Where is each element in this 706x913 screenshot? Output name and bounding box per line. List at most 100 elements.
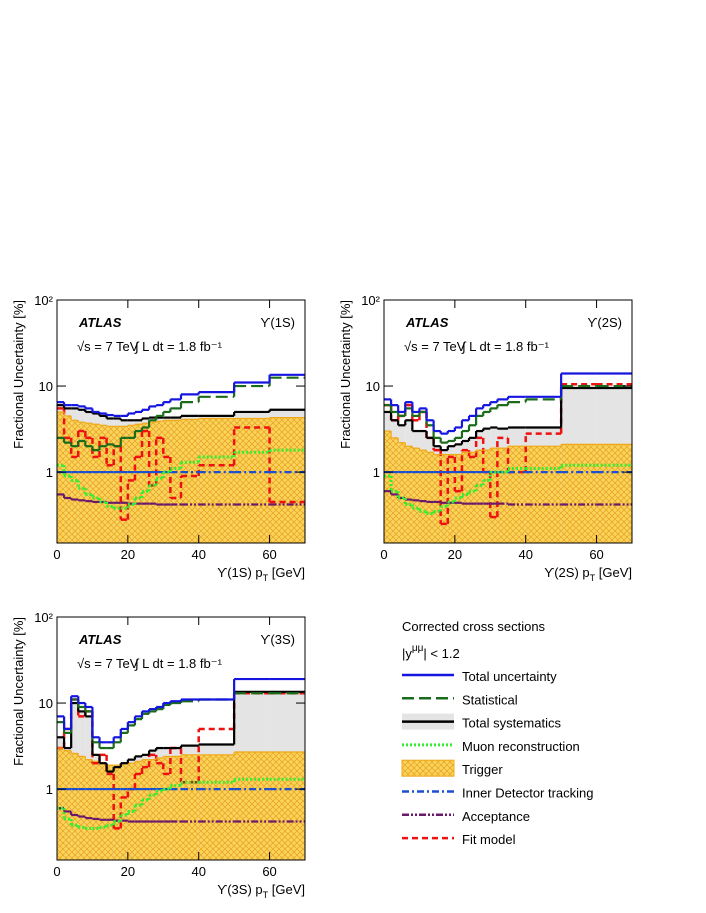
trigger-fill (113, 426, 121, 543)
y-tick-label: 10 (39, 696, 53, 711)
trigger-fill (163, 756, 171, 860)
trigger-fill (561, 444, 597, 543)
trigger-fill (134, 424, 143, 543)
lumi-label: ∫ L dt = 1.8 fb⁻¹ (134, 656, 223, 671)
plot-frame (56, 299, 306, 544)
legend-label: Acceptance (462, 809, 530, 824)
trigger-fill (454, 454, 462, 543)
x-tick-label: 0 (53, 864, 60, 879)
trigger-fill (170, 420, 181, 543)
trigger-fill (269, 751, 305, 860)
trigger-fill (181, 754, 199, 860)
trigger-fill (234, 418, 270, 543)
y-tick-label: 10 (39, 379, 53, 394)
trigger-fill (440, 454, 448, 543)
y-tick-label: 10² (361, 293, 380, 308)
y-tick-label: 1 (373, 465, 380, 480)
legend-label: Inner Detector tracking (462, 786, 594, 801)
legend-label: Fit model (462, 832, 516, 847)
trigger-fill (106, 426, 114, 543)
legend-label: Statistical (462, 692, 518, 707)
trigger-fill (447, 454, 455, 543)
y-tick-label: 1 (46, 465, 53, 480)
y-tick-label: 10² (34, 293, 53, 308)
y-tick-label: 10² (34, 610, 53, 625)
x-label-unit: [GeV] (595, 565, 632, 580)
trigger-fill (92, 761, 100, 860)
trigger-fill (198, 754, 235, 860)
trigger-fill (127, 425, 135, 543)
trigger-fill (483, 450, 491, 543)
trigger-fill (142, 759, 150, 860)
legend-note: |yμμ| < 1.2 (402, 643, 460, 661)
y-tick-label: 1 (46, 782, 53, 797)
trigger-fill (142, 423, 150, 543)
trigger-fill (99, 425, 107, 543)
trigger-fill (156, 757, 164, 860)
trigger-fill (85, 759, 93, 860)
x-label-sub: T (263, 573, 269, 583)
trigger-fill (113, 765, 121, 860)
x-label-text: ϒ(1S) p (217, 565, 262, 580)
note-sup: μμ (412, 643, 424, 654)
trigger-fill (134, 761, 143, 860)
lumi-label: ∫ L dt = 1.8 fb⁻¹ (134, 339, 223, 354)
state-label: ϒ(1S) (260, 315, 295, 330)
state-label: ϒ(2S) (587, 315, 622, 330)
x-tick-label: 0 (53, 547, 60, 562)
trigger-fill (405, 446, 413, 543)
trigger-fill (85, 423, 93, 543)
trigger-fill (149, 759, 157, 860)
x-label-unit: [GeV] (268, 565, 305, 580)
x-axis-label: ϒ(3S) pT [GeV] (217, 882, 305, 900)
lumi-label: ∫ L dt = 1.8 fb⁻¹ (461, 339, 550, 354)
legend-label: Muon reconstruction (462, 739, 580, 754)
x-label-sub: T (263, 890, 269, 900)
trigger-fill (490, 448, 498, 543)
trigger-fill (461, 452, 470, 543)
trigger-fill (106, 765, 114, 860)
trigger-fill (78, 422, 86, 543)
trigger-fill (596, 444, 632, 543)
trigger-fill (149, 422, 157, 543)
x-label-sub: T (590, 573, 596, 583)
legend-label: Total systematics (462, 716, 561, 731)
experiment-label: ATLAS (78, 632, 122, 647)
x-axis-label: ϒ(2S) pT [GeV] (544, 565, 632, 583)
y-axis-label: Fractional Uncertainty [%] (11, 617, 26, 766)
x-tick-label: 40 (191, 547, 205, 562)
trigger-fill (92, 424, 100, 543)
trigger-fill (234, 751, 270, 860)
energy-label: √s = 7 TeV (77, 339, 139, 354)
energy-label: √s = 7 TeV (404, 339, 466, 354)
trigger-fill (120, 426, 128, 543)
y-axis-label: Fractional Uncertainty [%] (338, 300, 353, 449)
trigger-fill (170, 756, 181, 860)
note-prefix: |y (402, 646, 412, 661)
plot-frame (56, 616, 306, 861)
experiment-label: ATLAS (405, 315, 449, 330)
trigger-fill (391, 437, 399, 543)
step-riser (62, 450, 272, 509)
trigger-fill (57, 411, 65, 543)
x-label-text: ϒ(2S) p (544, 565, 589, 580)
trigger-fill (64, 415, 72, 543)
trigger-fill (99, 763, 107, 860)
trigger-fill (412, 448, 420, 543)
state-label: ϒ(3S) (260, 632, 295, 647)
trigger-fill (57, 748, 65, 860)
x-tick-label: 60 (589, 547, 603, 562)
legend-title: Corrected cross sections (402, 619, 546, 634)
x-label-text: ϒ(3S) p (217, 882, 262, 897)
x-tick-label: 20 (121, 547, 135, 562)
trigger-fill (433, 454, 441, 543)
y-tick-label: 10 (366, 379, 380, 394)
x-tick-label: 60 (262, 864, 276, 879)
y-axis-label: Fractional Uncertainty [%] (11, 300, 26, 449)
step-riser (62, 374, 271, 416)
trigger-fill (127, 763, 135, 860)
plot-frame (383, 299, 633, 544)
energy-label: √s = 7 TeV (77, 656, 139, 671)
trigger-fill (71, 753, 79, 860)
